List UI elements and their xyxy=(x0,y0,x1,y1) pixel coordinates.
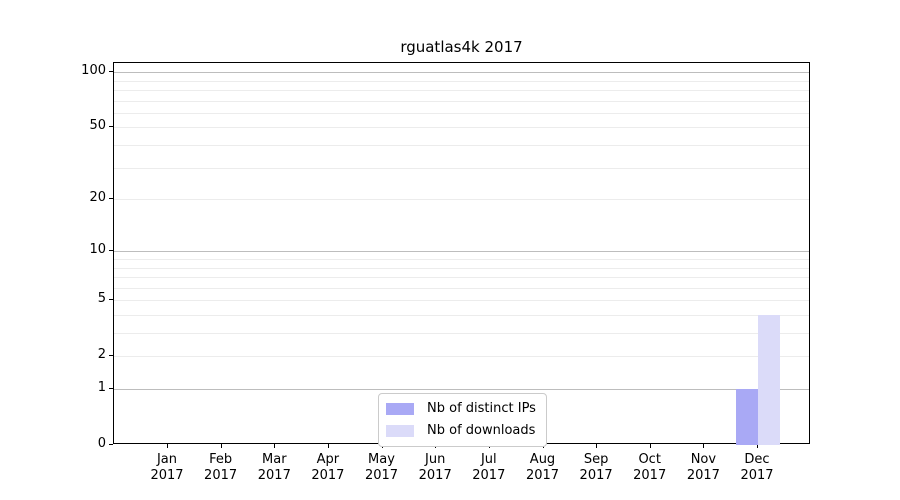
x-tick-label-year: 2017 xyxy=(472,468,506,483)
legend: Nb of distinct IPs Nb of downloads xyxy=(378,393,547,447)
x-tick-label-year: 2017 xyxy=(740,468,774,483)
y-axis-tick xyxy=(109,71,113,73)
plot-area: Nb of distinct IPs Nb of downloads xyxy=(113,62,810,447)
y-tick-label: 5 xyxy=(97,291,106,307)
grid-line-major xyxy=(114,251,809,253)
x-axis-tick xyxy=(220,444,222,448)
legend-swatch xyxy=(386,402,414,415)
x-tick-label-month: Feb xyxy=(209,452,233,467)
x-axis-tick xyxy=(327,444,329,448)
legend-item: Nb of downloads xyxy=(386,421,536,440)
y-axis-tick xyxy=(109,126,113,128)
grid-line-minor xyxy=(114,144,809,146)
grid-line-minor xyxy=(114,89,809,91)
grid-line-major xyxy=(114,72,809,74)
grid-line-minor xyxy=(114,333,809,334)
x-tick-label-month: Aug xyxy=(529,452,556,467)
x-tick-label-year: 2017 xyxy=(204,468,238,483)
legend-label: Nb of distinct IPs xyxy=(427,401,536,416)
y-tick-label: 2 xyxy=(97,347,106,363)
x-tick-label-year: 2017 xyxy=(579,468,613,483)
x-tick-label: Mar 2017 xyxy=(248,452,300,484)
x-tick-label: Aug 2017 xyxy=(517,452,569,484)
x-tick-label-year: 2017 xyxy=(257,468,291,483)
x-tick-label-month: Jan xyxy=(156,452,178,467)
x-tick-label-month: Nov xyxy=(690,452,717,467)
y-tick-label: 20 xyxy=(89,190,106,205)
x-axis-tick xyxy=(596,444,598,448)
y-axis-tick xyxy=(109,198,113,199)
x-tick-label-year: 2017 xyxy=(364,468,399,483)
x-axis-tick xyxy=(167,444,168,448)
y-tick-label: 0 xyxy=(97,436,106,451)
x-tick-label-year: 2017 xyxy=(686,468,720,483)
x-tick-label-month: Jul xyxy=(480,452,497,467)
x-tick-label: Jul 2017 xyxy=(463,452,515,484)
x-tick-label-month: Mar xyxy=(262,452,287,467)
grid-line-minor xyxy=(114,112,809,114)
x-tick-label-month: Jun xyxy=(425,452,446,467)
x-axis-tick xyxy=(703,444,705,448)
x-tick-label: Dec 2017 xyxy=(731,452,783,484)
grid-line-minor xyxy=(114,314,809,316)
y-tick-label: 100 xyxy=(81,63,106,79)
y-axis-tick xyxy=(109,444,113,445)
grid-line-minor xyxy=(114,356,809,358)
y-tick-label: 10 xyxy=(89,242,106,258)
x-axis-tick xyxy=(649,444,651,448)
bar-nb-of-distinct-ips xyxy=(736,389,758,445)
bar-nb-of-downloads xyxy=(758,314,780,445)
x-tick-label: Oct 2017 xyxy=(624,452,676,484)
chart-title: rguatlas4k 2017 xyxy=(400,38,523,56)
grid-line-minor xyxy=(114,127,809,129)
x-tick-label-month: Oct xyxy=(638,452,661,467)
y-axis-tick xyxy=(109,388,113,389)
x-axis-tick xyxy=(757,444,758,448)
x-tick-label: Jan 2017 xyxy=(141,452,193,484)
x-tick-label-month: Sep xyxy=(583,452,609,467)
grid-line-minor xyxy=(114,80,809,82)
legend-swatch xyxy=(386,424,414,437)
grid-line-minor xyxy=(114,199,809,200)
grid-line-minor xyxy=(114,267,809,269)
x-tick-label-year: 2017 xyxy=(525,468,560,483)
y-tick-label: 1 xyxy=(97,380,106,395)
y-tick-label: 50 xyxy=(89,118,106,134)
x-tick-label-month: Apr xyxy=(316,452,340,467)
y-axis-tick xyxy=(109,250,113,252)
x-tick-label-year: 2017 xyxy=(418,468,452,483)
grid-line-minor xyxy=(114,258,809,260)
legend-item: Nb of distinct IPs xyxy=(386,399,536,418)
legend-label: Nb of downloads xyxy=(427,423,536,438)
x-tick-label-year: 2017 xyxy=(150,468,184,483)
x-tick-label: Nov 2017 xyxy=(677,452,729,484)
x-tick-label: Apr 2017 xyxy=(302,452,354,484)
x-tick-label: May 2017 xyxy=(356,452,408,484)
x-tick-label: Jun 2017 xyxy=(409,452,461,484)
grid-line-minor xyxy=(114,167,809,169)
x-tick-label-year: 2017 xyxy=(311,468,345,483)
x-tick-label-year: 2017 xyxy=(633,468,667,483)
x-tick-label-month: Dec xyxy=(744,452,770,467)
grid-line-major xyxy=(114,389,809,390)
x-tick-label: Feb 2017 xyxy=(195,452,247,484)
x-tick-label-month: May xyxy=(368,452,395,467)
x-axis-tick xyxy=(274,444,276,448)
y-axis-tick xyxy=(109,355,113,357)
grid-line-minor xyxy=(114,287,809,289)
grid-line-minor xyxy=(114,277,809,278)
grid-line-minor xyxy=(114,100,809,102)
y-axis-tick xyxy=(109,299,113,301)
x-tick-label: Sep 2017 xyxy=(570,452,622,484)
grid-line-minor xyxy=(114,300,809,302)
